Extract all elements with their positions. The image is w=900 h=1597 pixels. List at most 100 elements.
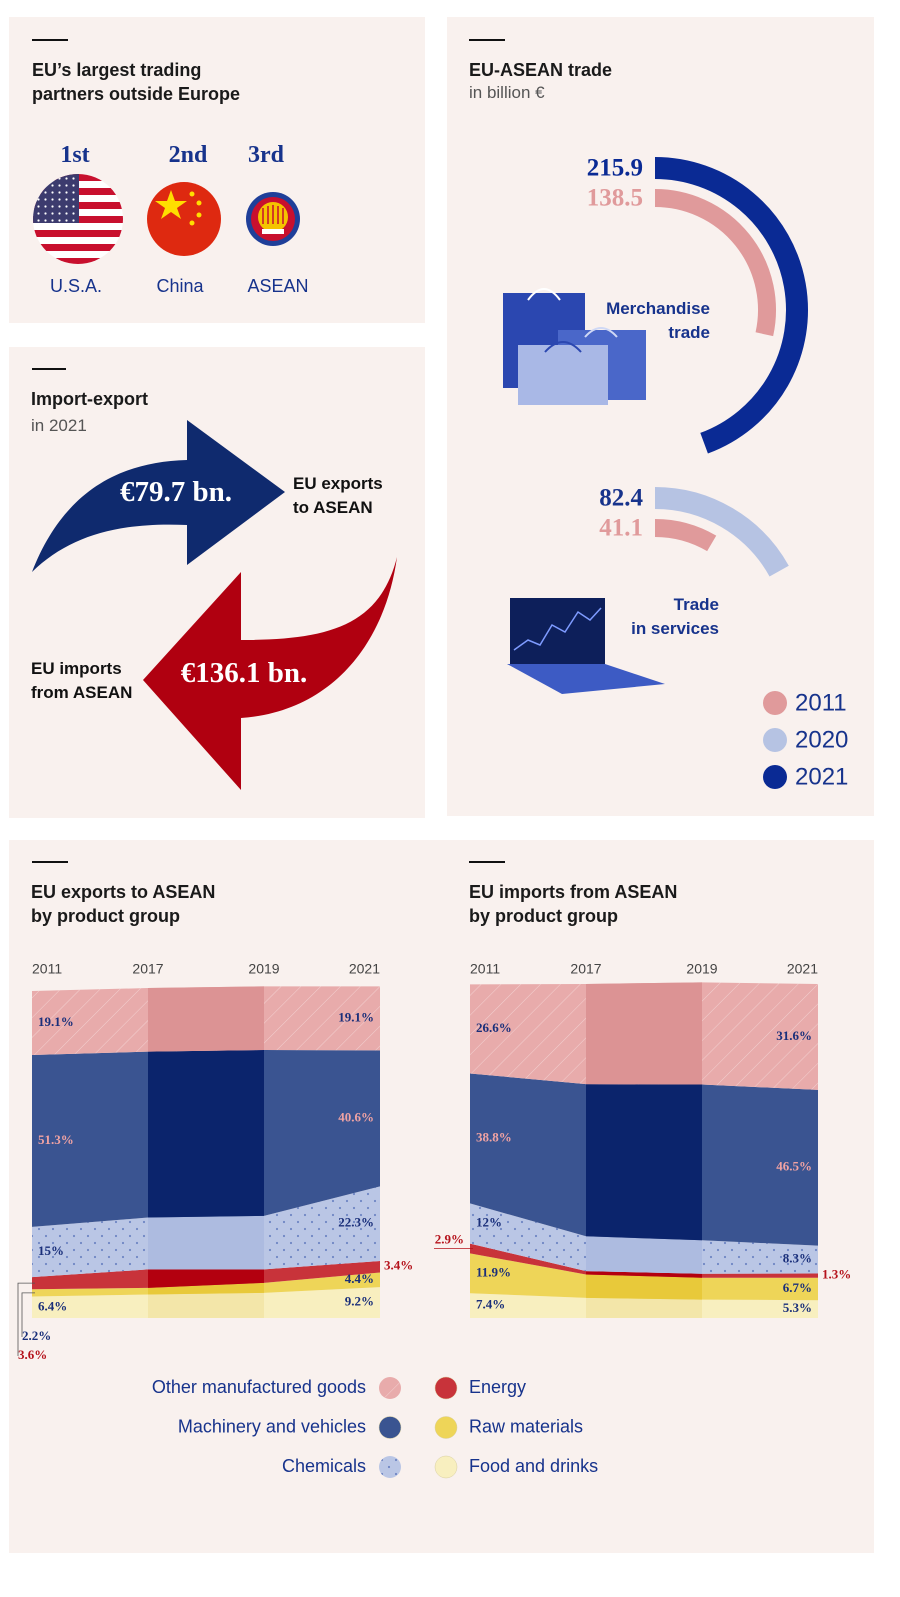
arc — [654, 189, 776, 337]
partner-name: U.S.A. — [49, 276, 102, 296]
chart-title: EU imports from ASEAN by product group — [469, 882, 678, 926]
value-label: 2.2% — [22, 1328, 51, 1343]
laptop-icon — [507, 598, 665, 694]
value-label: 7.4% — [476, 1297, 505, 1312]
flag-asean — [246, 192, 300, 246]
bags-icon — [503, 288, 646, 405]
chart-subtitle: in billion € — [469, 83, 545, 102]
value-label: 3.6% — [18, 1347, 47, 1362]
value-label: 31.6% — [776, 1028, 812, 1043]
value-label: 6.7% — [783, 1280, 812, 1295]
panel — [9, 17, 425, 323]
area — [32, 1272, 380, 1297]
x-tick-label: 2019 — [248, 961, 279, 977]
arc — [654, 519, 717, 552]
legend-label: 2011 — [795, 689, 847, 716]
panel-title: EU’s largest trading partners outside Eu… — [32, 60, 241, 104]
legend-label: Other manufactured goods — [152, 1377, 366, 1397]
area-highlight — [148, 1269, 264, 1288]
legend-swatch — [434, 1416, 458, 1439]
rank: 2nd — [168, 142, 208, 168]
area-highlight — [586, 1274, 702, 1300]
x-tick-label: 2017 — [132, 961, 163, 977]
category-label: Merchandise trade — [606, 299, 710, 342]
value-label: 6.4% — [38, 1298, 67, 1313]
x-tick-label: 2021 — [787, 961, 818, 977]
x-tick-label: 2021 — [349, 961, 380, 977]
leader-line — [21, 1292, 35, 1337]
legend-swatch — [763, 765, 787, 789]
x-tick-label: 2019 — [686, 961, 717, 977]
value-label: 12% — [476, 1215, 502, 1230]
panel-title: Import-export — [31, 389, 148, 409]
value-label: 51.3% — [38, 1132, 74, 1147]
value-label: 11.9% — [476, 1264, 511, 1279]
area-highlight — [148, 1050, 264, 1218]
value-label: 46.5% — [776, 1159, 812, 1174]
leader-line — [17, 1282, 35, 1356]
value-label: 40.6% — [338, 1109, 374, 1124]
x-tick-label: 2017 — [570, 961, 601, 977]
value-label: 4.4% — [345, 1271, 374, 1286]
legend-label: 2020 — [795, 726, 848, 753]
rules — [32, 39, 505, 863]
area-highlight — [586, 982, 702, 1085]
area-highlight — [148, 1215, 264, 1270]
rank: 1st — [60, 142, 90, 168]
legend-swatch — [378, 1416, 402, 1439]
x-tick-label: 2011 — [470, 961, 500, 977]
value-label: 19.1% — [38, 1014, 74, 1029]
value-label: 1.3% — [822, 1267, 851, 1282]
value-label: 138.5 — [587, 185, 643, 212]
legend-swatch — [434, 1376, 458, 1400]
value-label: 26.6% — [476, 1020, 512, 1035]
legend-swatch — [763, 691, 787, 715]
value-label: 82.4 — [599, 485, 643, 512]
legend-label: Machinery and vehicles — [178, 1416, 366, 1436]
import-label: EU imports from ASEAN — [31, 659, 133, 702]
legend-label: Chemicals — [282, 1456, 366, 1476]
category-label: Trade in services — [631, 595, 719, 638]
value-label: 215.9 — [587, 155, 643, 182]
partner-name: China — [156, 276, 204, 296]
export-arrow — [32, 420, 285, 572]
value-label: 15% — [38, 1243, 64, 1258]
legend-label: 2021 — [795, 763, 848, 790]
legend-swatch — [434, 1455, 458, 1479]
area-highlight — [148, 1292, 264, 1318]
panel-subtitle: in 2021 — [31, 416, 87, 435]
flag-china — [147, 182, 221, 256]
value-label: 8.3% — [783, 1251, 812, 1266]
legend-pattern — [379, 1377, 401, 1399]
area-highlight — [586, 1236, 702, 1274]
import-arrow — [143, 557, 397, 790]
rank: 3rd — [248, 142, 284, 168]
value-label: 3.4% — [384, 1258, 413, 1273]
area — [470, 1243, 818, 1278]
value-label: 2.9% — [435, 1231, 464, 1246]
chart-title: EU exports to ASEAN by product group — [31, 882, 216, 926]
arc — [654, 157, 808, 454]
legend-pattern — [379, 1456, 401, 1478]
arc — [654, 487, 789, 577]
area-highlight — [148, 1282, 264, 1295]
legend-label: Energy — [469, 1377, 526, 1397]
value-label: 19.1% — [338, 1009, 374, 1024]
value-label: 22.3% — [338, 1215, 374, 1230]
value-label: 9.2% — [345, 1294, 374, 1309]
value-label: 41.1 — [599, 515, 643, 542]
flag-usa — [33, 174, 123, 264]
chart-title: EU-ASEAN trade — [469, 60, 613, 80]
legend-label: Raw materials — [469, 1416, 583, 1436]
area-highlight — [586, 1297, 702, 1318]
legend-label: Food and drinks — [469, 1456, 598, 1476]
area-highlight — [586, 1271, 702, 1278]
import-amount: €136.1 bn. — [180, 657, 308, 689]
partner-name: ASEAN — [247, 276, 309, 296]
legend-swatch — [763, 728, 787, 752]
x-tick-label: 2011 — [32, 961, 62, 977]
value-label: 38.8% — [476, 1129, 512, 1144]
value-label: 5.3% — [783, 1300, 812, 1315]
